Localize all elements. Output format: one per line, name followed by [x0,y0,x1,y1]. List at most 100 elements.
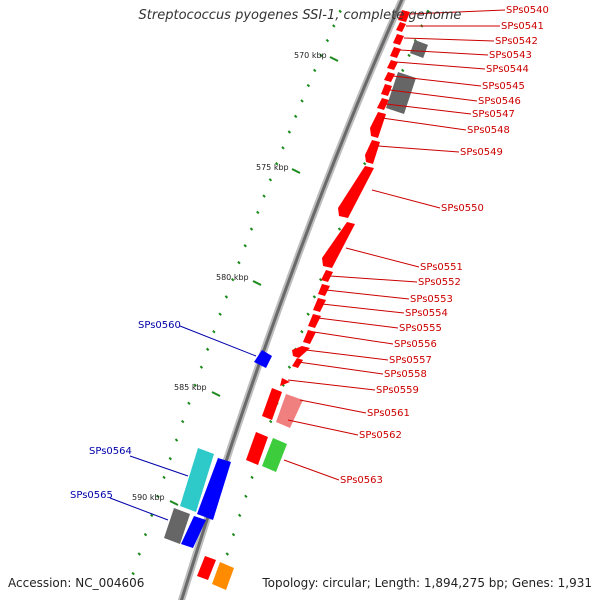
gene-label-sps0545[interactable]: SPs0545 [482,81,525,92]
gene-sps0551[interactable] [322,222,355,268]
tick-dot [168,456,172,461]
kbp-tick-575-mark [291,168,301,174]
gene-label-sps0551[interactable]: SPs0551 [420,262,463,273]
kbp-tick-585: 585 kbp [174,383,207,392]
gene-bottom-red[interactable] [197,556,216,580]
gene-sps0556[interactable] [303,330,316,344]
gene-label-sps0549[interactable]: SPs0549 [460,147,503,158]
gene-sps0544[interactable] [387,60,398,70]
tick-dot [281,146,285,150]
gene-label-sps0563[interactable]: SPs0563 [340,475,383,486]
tick-dot [156,494,160,499]
gene-sps0543[interactable] [390,47,401,58]
leader-sps0557 [305,349,389,361]
gene-label-sps0557[interactable]: SPs0557 [389,355,432,366]
tick-dot [332,24,336,28]
gene-sps0563-red[interactable] [246,432,268,465]
tick-dot [224,295,229,299]
gene-sps0549[interactable] [365,140,380,164]
gene-sps0555[interactable] [308,314,321,328]
gene-label-sps0542[interactable]: SPs0542 [495,36,538,47]
leader-sps0556 [313,331,394,345]
tick-dot [312,68,317,73]
tick-dot [325,38,330,43]
tick-dot [306,83,311,88]
gene-label-sps0552[interactable]: SPs0552 [418,277,461,288]
kbp-tick-570: 570 kbp [294,51,327,60]
gene-label-sps0561[interactable]: SPs0561 [367,408,410,419]
tick-dot [306,312,310,316]
gene-sps0554[interactable] [313,298,326,312]
gene-sps0541[interactable] [396,22,406,32]
gene-sps0565[interactable] [164,508,190,544]
gene-label-sps0554[interactable]: SPs0554 [405,308,448,319]
gene-sps0564-b[interactable] [197,458,231,520]
tick-dot [362,162,367,166]
gene-sps0545[interactable] [384,72,395,82]
gene-label-sps0565[interactable]: SPs0565 [70,490,113,501]
gene-sps0563[interactable] [262,438,287,472]
tick-dot [162,475,166,480]
gene-label-sps0548[interactable]: SPs0548 [467,125,510,136]
tick-dot [293,114,298,119]
gene-sps0564[interactable] [180,448,214,512]
gene-gray-mid[interactable] [386,72,416,114]
gene-sps0546[interactable] [381,84,392,96]
gene-sps0561[interactable] [262,388,282,420]
gene-sps0553[interactable] [318,284,330,296]
gene-label-sps0559[interactable]: SPs0559 [376,385,419,396]
gene-labels: SPs0540 SPs0541 SPs0542 SPs0543 SPs0544 SPs05… [70,5,549,501]
gene-sps0565-b[interactable] [181,516,206,548]
kbp-tick-580-mark [252,280,262,286]
gene-label-sps0546[interactable]: SPs0546 [478,96,521,107]
tick-dot [193,383,197,387]
tick-dot [300,330,304,334]
gene-sps0540[interactable] [398,10,410,22]
leader-sps0553 [325,289,410,300]
gene-label-sps0558[interactable]: SPs0558 [384,369,427,380]
gene-sps0562[interactable] [276,394,303,428]
tick-dot [230,277,235,282]
tick-dot [300,99,304,103]
leader-sps0555 [317,317,399,329]
gene-sps0547[interactable] [377,98,389,110]
genome-title: Streptococcus pyogenes SSI-1, complete g… [138,8,462,23]
gene-sps0542[interactable] [393,34,404,45]
kbp-tick-590-mark [169,500,179,506]
gene-label-sps0544[interactable]: SPs0544 [486,64,529,75]
gene-label-sps0556[interactable]: SPs0556 [394,339,437,350]
gene-gray-top[interactable] [410,40,428,58]
leader-sps0544 [395,61,486,70]
gene-sps0560[interactable] [254,350,272,368]
gene-label-sps0543[interactable]: SPs0543 [489,50,532,61]
gene-label-sps0540[interactable]: SPs0540 [506,5,549,16]
gene-label-sps0560[interactable]: SPs0560 [138,320,181,331]
gene-label-sps0550[interactable]: SPs0550 [441,203,484,214]
tick-dot [187,401,191,406]
tick-dot [218,312,222,316]
kbp-tick-570-mark [329,56,339,62]
gene-label-sps0541[interactable]: SPs0541 [501,21,544,32]
leader-sps0546 [389,89,478,102]
gene-sps0558[interactable] [292,358,303,368]
gene-sps0557[interactable] [292,346,310,358]
gene-label-sps0547[interactable]: SPs0547 [472,109,515,120]
gene-label-sps0553[interactable]: SPs0553 [410,294,453,305]
gene-label-sps0564[interactable]: SPs0564 [89,446,132,457]
tick-dot [149,513,154,518]
tick-dot [231,532,236,537]
gene-label-sps0555[interactable]: SPs0555 [399,323,442,334]
gene-sps0550[interactable] [338,166,374,218]
gene-sps0559[interactable] [280,378,290,386]
gene-bottom-orange[interactable] [212,562,234,590]
gene-label-sps0562[interactable]: SPs0562 [359,430,402,441]
tick-dot [143,532,148,537]
leader-sps0543 [399,49,489,56]
forward-gene-track [197,10,410,590]
gene-sps0548[interactable] [370,112,386,138]
leader-sps0547 [385,103,472,115]
label-leaders [109,9,506,521]
gene-sps0552[interactable] [321,270,333,282]
tick-dot [212,330,216,334]
